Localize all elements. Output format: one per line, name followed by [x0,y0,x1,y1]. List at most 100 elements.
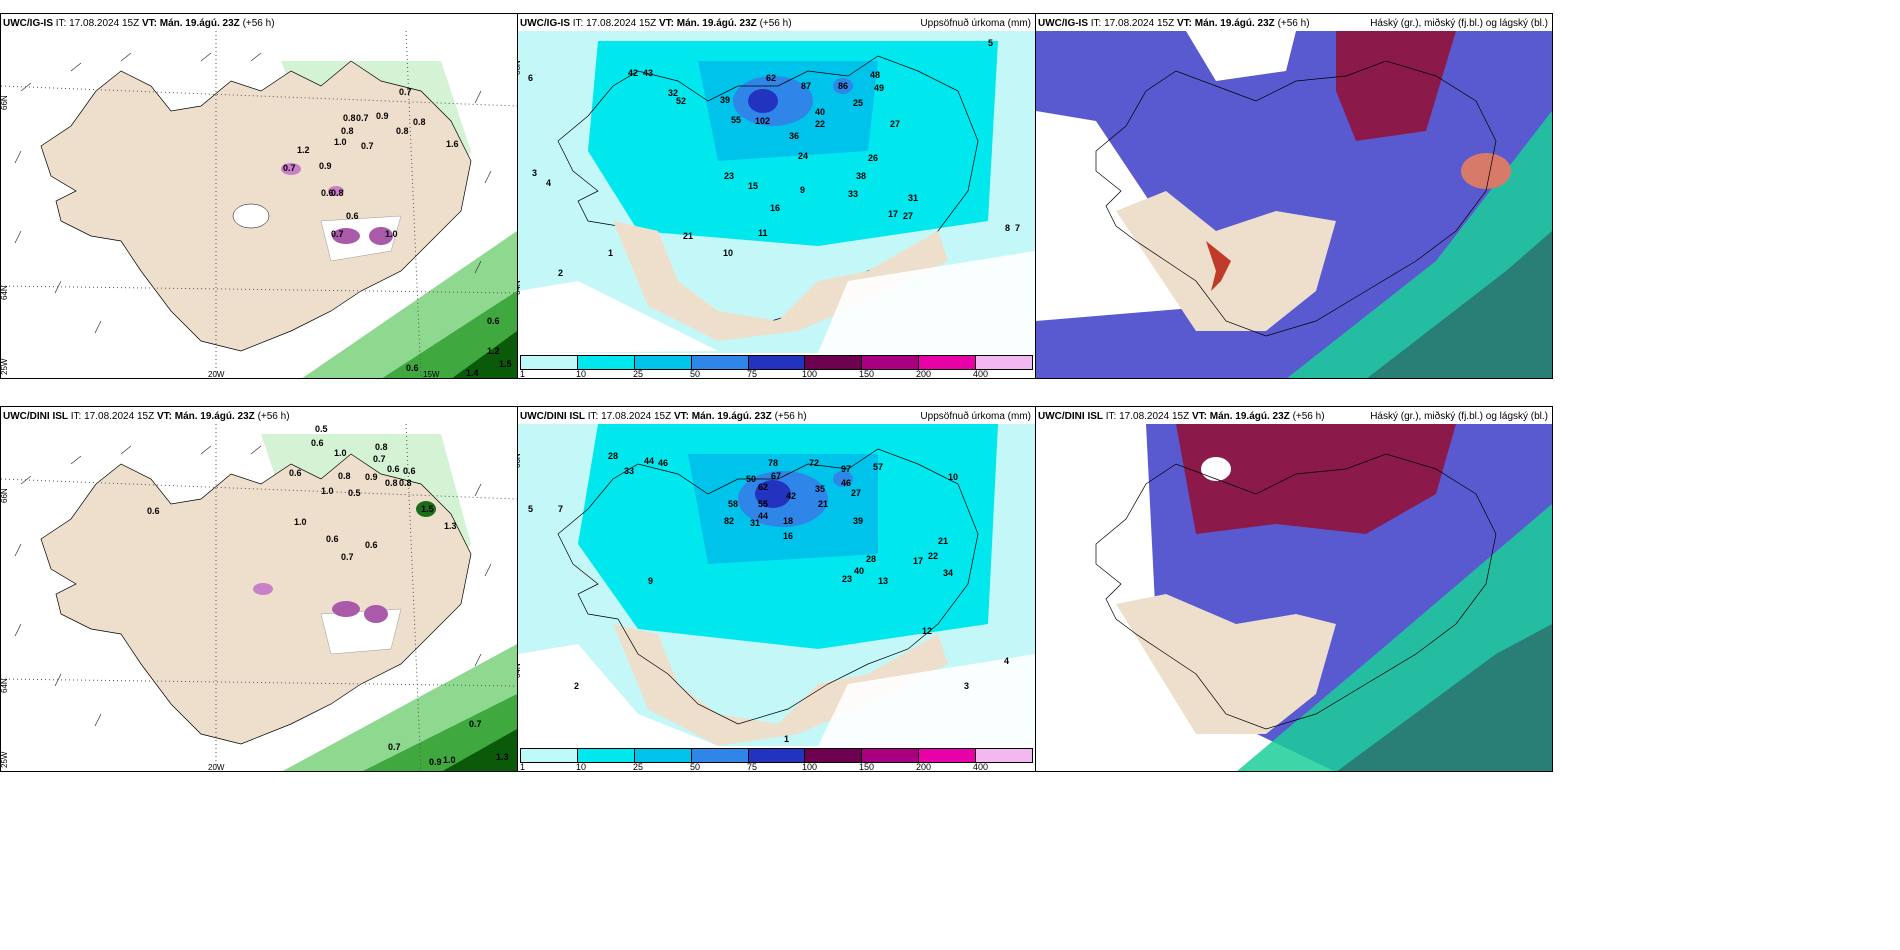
ice-label: 0.8 [396,126,409,136]
precip-label: 24 [798,151,808,161]
ice-label: 0.7 [283,163,296,173]
precip-label: 55 [731,115,741,125]
ice-label: 0.6 [346,211,359,221]
ice-label: 1.2 [297,145,310,155]
lon-label: 25W [1,358,9,375]
precip-label: 34 [943,568,953,578]
ice-label: 0.6 [289,468,302,478]
ice-label: 0.9 [365,472,378,482]
ice-label: 0.6 [147,506,160,516]
precip-label: 58 [728,499,738,509]
precip-label: 3 [964,681,969,691]
colorbar-swatch [976,749,1033,762]
precip-label: 10 [723,248,733,258]
precip-label: 39 [853,516,863,526]
precip-label: 72 [809,458,819,468]
precip-label: 3 [532,168,537,178]
precip-label: 13 [878,576,888,586]
colorbar-swatch [577,749,635,762]
precip-label: 57 [873,462,883,472]
precip-label: 102 [755,116,770,126]
ice-label: 0.9 [319,161,332,171]
lon-label: 15W [423,370,440,379]
precip-label: 97 [841,464,851,474]
ice-label: 1.0 [334,448,347,458]
colorbar-swatch [521,749,578,762]
ice-label: 0.7 [373,454,386,464]
precip-label: 44 [644,456,654,466]
precip-label: 2 [558,268,563,278]
ice-label: 0.6 [487,316,500,326]
precip-label: 40 [815,107,825,117]
colorbar-tick: 75 [747,762,758,772]
colorbar-swatch [634,356,692,369]
panel-title: UWC/DINI ISL IT: 17.08.2024 15Z VT: Mán.… [520,411,807,422]
ice-label: 0.5 [348,488,361,498]
precip-colorbar [520,355,1033,370]
precip-label: 21 [818,499,828,509]
precip-label: 31 [750,518,760,528]
panel-subtitle: Háský (gr.), miðský (fj.bl.) og lágský (… [1370,18,1548,29]
panel-title: UWC/IG-IS IT: 17.08.2024 15Z VT: Mán. 19… [1038,18,1310,29]
precip-label: 42 [786,491,796,501]
precip-label: 2 [574,681,579,691]
colorbar-swatch [577,356,635,369]
colorbar-tick: 400 [973,762,989,772]
precip-label: 22 [928,551,938,561]
colorbar-swatch [521,356,578,369]
lat-label: 64N [518,280,522,295]
panel-title: UWC/DINI ISL IT: 17.08.2024 15Z VT: Mán.… [3,411,290,422]
precip-label: 52 [676,96,686,106]
precip-label: 27 [903,211,913,221]
cloud-map [1036,31,1552,378]
precip-label: 22 [815,119,825,129]
ice-label: 0.8 [413,117,426,127]
panel-subtitle: Uppsöfnuð úrkoma (mm) [920,18,1031,29]
precip-label: 28 [866,554,876,564]
precip-label: 4 [1004,656,1009,666]
ice-label: 0.8 [399,478,412,488]
lat-label: 66N [1,95,9,110]
panel-title: UWC/IG-IS IT: 17.08.2024 15Z VT: Mán. 19… [520,18,792,29]
precip-label: 9 [800,185,805,195]
precip-label: 21 [683,231,693,241]
precip-label: 25 [853,98,863,108]
lat-label: 64N [1,678,9,693]
ice-label: 1.2 [487,346,500,356]
lat-label: 64N [1,285,9,300]
ice-label: 1.4 [466,368,479,378]
lat-label: 66N [518,60,522,75]
precip-label: 21 [938,536,948,546]
ice-label: 1.3 [444,521,457,531]
colorbar-swatch [691,749,749,762]
precip-label: 17 [913,556,923,566]
colorbar-swatch [919,356,977,369]
colorbar-tick: 25 [633,369,644,379]
lat-label: 64N [518,663,522,678]
precip-label: 55 [758,499,768,509]
colorbar-swatch [805,749,863,762]
precip-label: 32 [668,88,678,98]
ice-label: 0.8 [331,188,344,198]
precip-label: 67 [771,471,781,481]
cloud-panel-row1: UWC/IG-IS IT: 17.08.2024 15Z VT: Mán. 19… [1035,13,1553,379]
colorbar-swatch [634,749,692,762]
precip-label: 46 [658,458,668,468]
precip-label: 23 [724,171,734,181]
ice-label: 0.7 [399,87,412,97]
precip-label: 23 [842,574,852,584]
colorbar-tick: 10 [576,369,587,379]
colorbar-tick: 100 [802,762,818,772]
precip-label: 40 [854,566,864,576]
precip-panel-row1: UWC/IG-IS IT: 17.08.2024 15Z VT: Mán. 19… [517,13,1036,379]
precip-colorbar [520,748,1033,763]
lat-label: 66N [518,453,522,468]
precip-label: 78 [768,458,778,468]
precip-label: 48 [870,70,880,80]
ice-label: 0.7 [331,229,344,239]
ice-label: 0.6 [321,188,334,198]
iceland-outline [1095,60,1497,337]
precip-label: 50 [746,474,756,484]
precip-label: 7 [558,504,563,514]
colorbar-tick: 50 [690,762,701,772]
